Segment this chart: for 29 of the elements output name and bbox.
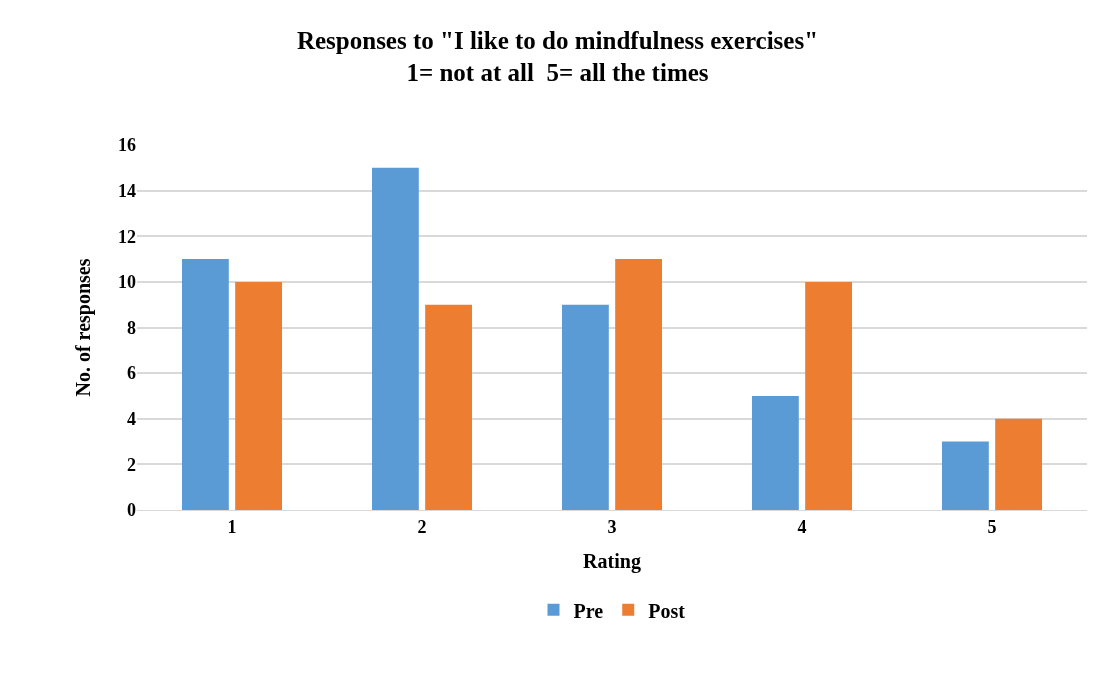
x-tick-label: 1 bbox=[227, 516, 237, 537]
x-axis-title: Rating bbox=[583, 550, 641, 574]
x-tick-label: 5 bbox=[987, 516, 997, 537]
y-tick-label: 12 bbox=[118, 226, 136, 247]
y-tick-label: 4 bbox=[127, 409, 136, 430]
chart-title: Responses to "I like to do mindfulness exercises" 1= not at all 5= all the times bbox=[296, 26, 819, 87]
y-tick-label: 2 bbox=[127, 454, 136, 475]
bar bbox=[235, 281, 283, 510]
bar bbox=[805, 281, 853, 510]
y-axis-title: No. of responses bbox=[71, 258, 95, 397]
y-tick-label: 10 bbox=[118, 272, 136, 293]
y-tick-label: 8 bbox=[127, 317, 136, 338]
bar bbox=[561, 304, 609, 510]
bar bbox=[751, 395, 799, 510]
y-tick-label: 0 bbox=[127, 500, 136, 521]
y-tick-label: 14 bbox=[118, 180, 136, 201]
x-tick-label: 2 bbox=[417, 516, 427, 537]
x-tick-label: 4 bbox=[797, 516, 807, 537]
y-tick-label: 6 bbox=[127, 363, 136, 384]
x-tick-label: 3 bbox=[607, 516, 617, 537]
bar bbox=[615, 259, 663, 510]
bar bbox=[995, 418, 1043, 510]
legend-label: Pre bbox=[573, 599, 604, 622]
bar bbox=[425, 304, 473, 510]
bar bbox=[941, 441, 989, 510]
legend-label: Post bbox=[648, 599, 686, 622]
bar bbox=[371, 167, 419, 510]
y-tick-label: 16 bbox=[118, 135, 136, 156]
bar bbox=[181, 259, 229, 510]
